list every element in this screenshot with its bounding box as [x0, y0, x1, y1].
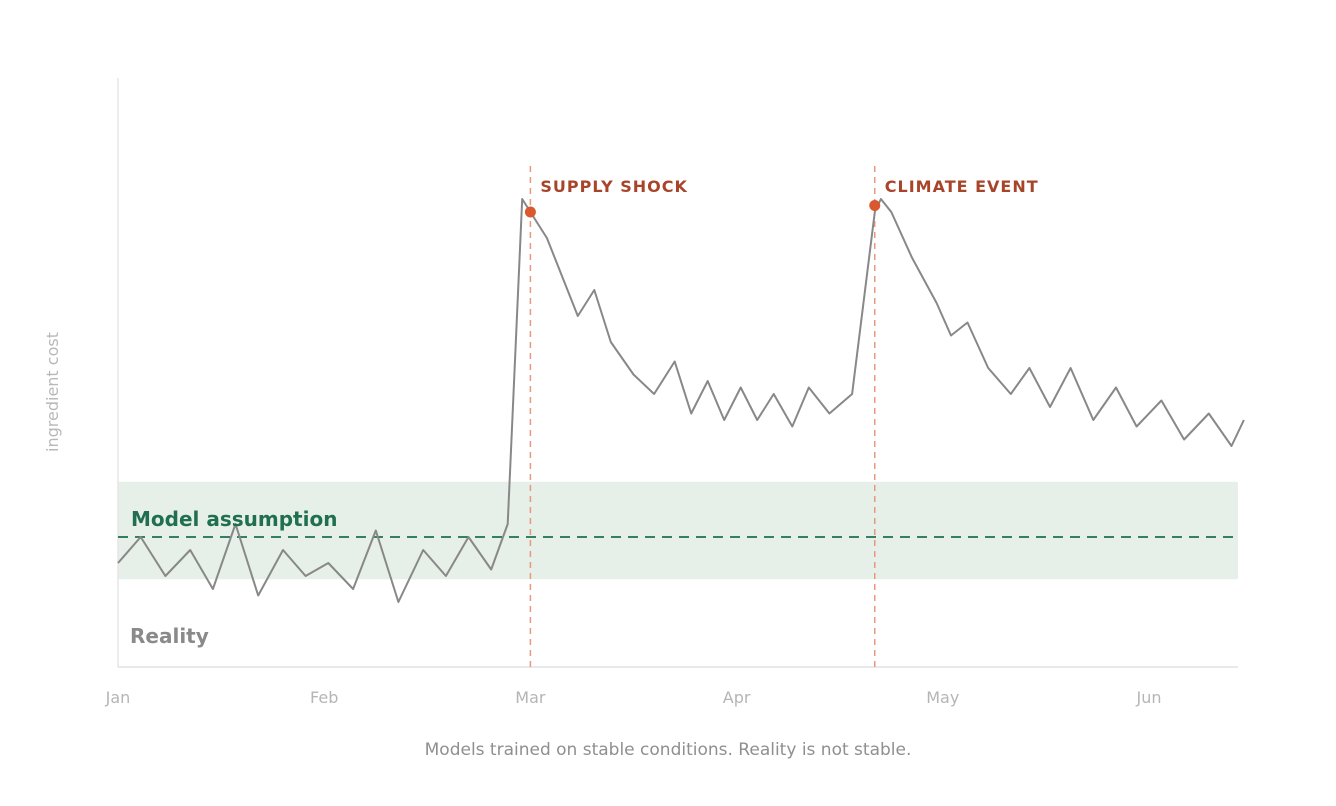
x-tick-labels: Jan Feb Mar Apr May Jun [105, 688, 1162, 707]
y-axis-label: ingredient cost [43, 332, 62, 452]
event-markers: SUPPLY SHOCK CLIMATE EVENT [529, 166, 1039, 667]
x-tick-label-may: May [926, 688, 959, 707]
model-assumption-band [118, 481, 1238, 580]
reality-series-line [117, 198, 1245, 603]
event-points [524, 200, 881, 218]
chart-caption: Models trained on stable conditions. Rea… [425, 740, 912, 760]
event-label-0: SUPPLY SHOCK [540, 177, 687, 196]
event-label-1: CLIMATE EVENT [885, 177, 1039, 196]
model-assumption-label: Model assumption [131, 507, 337, 531]
x-tick-label-feb: Feb [310, 688, 338, 707]
x-tick-label-jan: Jan [105, 688, 131, 707]
reality-series-label: Reality [130, 624, 209, 648]
x-tick-label-mar: Mar [515, 688, 546, 707]
x-tick-label-apr: Apr [723, 688, 751, 707]
event-point-0 [524, 206, 536, 218]
event-point-1 [869, 200, 881, 211]
x-tick-label-jun: Jun [1136, 688, 1162, 707]
